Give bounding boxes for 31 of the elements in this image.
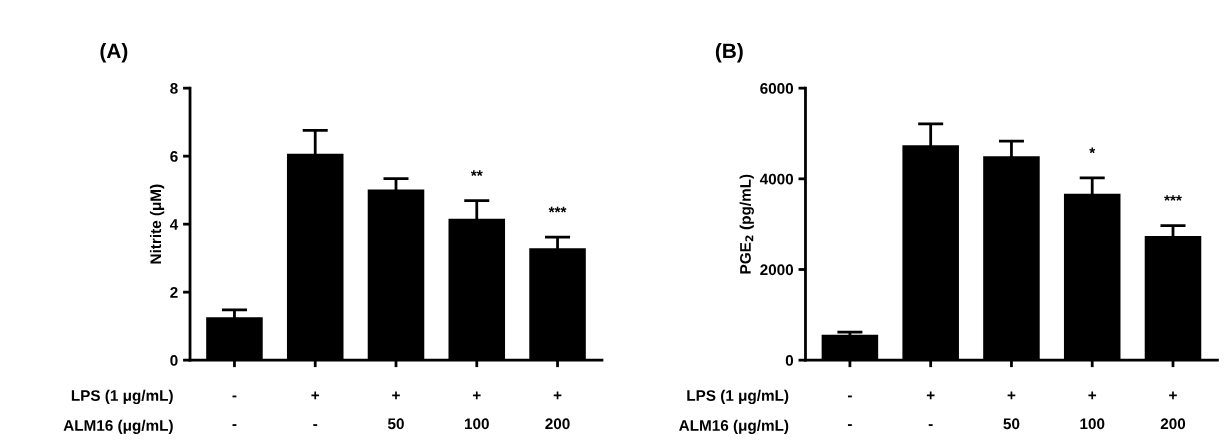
category-label: + 200 [545, 391, 570, 430]
y-tick-label: 2 [170, 287, 178, 298]
category-label: + 50 [1003, 391, 1020, 430]
text: ALM16 (μg/mL) [679, 419, 789, 434]
y-tick-label: 0 [170, 355, 178, 366]
text: ALM16 (μg/mL) [63, 419, 173, 434]
chart-title: (A) [100, 42, 128, 63]
y-tick-label: 0 [785, 355, 794, 366]
category-label: + 100 [464, 391, 489, 430]
y-tick-label: 4000 [759, 173, 794, 185]
category-label: + 100 [1080, 391, 1105, 430]
annotation: *** [548, 206, 567, 213]
y-tick-label: 4 [169, 219, 179, 230]
category-label: - - [232, 395, 237, 426]
y-tick-label: 8 [170, 83, 178, 94]
category-label: + 50 [387, 391, 404, 430]
category-label: + 200 [1160, 391, 1186, 430]
annotation: *** [1164, 195, 1182, 201]
category-label: - - [847, 395, 852, 426]
annotation: ** [470, 170, 483, 177]
chart-title: (B) [715, 42, 743, 63]
y-axis-title: PGE$_{2}$ (pg/mL) [739, 174, 754, 274]
text: LPS (1 μg/mL) [687, 389, 789, 405]
y-tick-label: 6000 [760, 83, 794, 94]
y-tick-label: 2000 [760, 264, 794, 276]
annotation: * [1089, 147, 1096, 154]
text: LPS (1 μg/mL) [71, 389, 173, 405]
y-axis-title: Nitrite (μM) [149, 184, 165, 264]
category-label: + - [926, 391, 935, 426]
category-label: + - [311, 391, 320, 426]
y-tick-label: 6 [170, 151, 178, 162]
